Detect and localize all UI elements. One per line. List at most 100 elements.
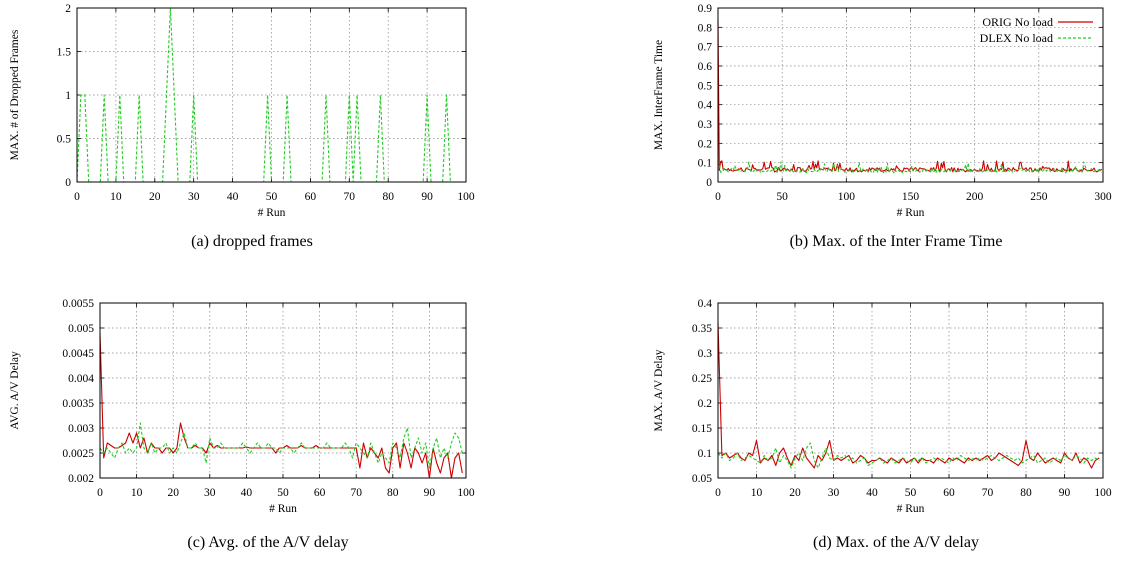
y-tick-label: 0.6 <box>698 61 713 73</box>
y-tick-label: 0.3 <box>698 119 713 131</box>
y-tick-label: 0.2 <box>698 398 713 410</box>
plot-frame <box>717 302 1104 479</box>
y-tick-label: 0.4 <box>698 298 713 310</box>
chart-panel-2: 0 10 20 30 40 50 60 70 80 90 100 0.002 0.0025 0.003 0.… <box>9 298 475 551</box>
series-line-1 <box>99 422 463 469</box>
x-tick-label: 80 <box>382 191 394 203</box>
y-tick-label: 0.3 <box>698 348 713 360</box>
x-tick-label: 100 <box>457 191 475 203</box>
y-tick-label: 0.05 <box>692 473 712 485</box>
x-tick-label: 90 <box>424 487 436 499</box>
x-axis-label: # Run <box>897 207 925 219</box>
plot-frame <box>717 7 1104 183</box>
y-tick-label: 0.5 <box>698 80 713 92</box>
x-tick-label: 20 <box>149 191 161 203</box>
y-tick-label: 0.002 <box>68 473 94 485</box>
x-tick-label: 100 <box>457 487 475 499</box>
x-tick-label: 0 <box>715 191 721 203</box>
x-tick-label: 50 <box>277 487 289 499</box>
y-tick-label: 0.4 <box>698 100 713 112</box>
chart-panel-0: 0 10 20 30 40 50 60 70 80 90 100 0 0.5 1 1.5 2 # Run MAX.… <box>9 3 475 250</box>
x-axis-label: # Run <box>258 207 286 219</box>
x-tick-label: 300 <box>1094 191 1112 203</box>
y-tick-label: 0.25 <box>692 373 712 385</box>
x-tick-label: 10 <box>110 191 122 203</box>
x-tick-label: 40 <box>227 191 239 203</box>
y-tick-label: 0.004 <box>68 373 94 385</box>
y-tick-label: 0.1 <box>698 448 713 460</box>
x-tick-label: 20 <box>789 487 801 499</box>
y-tick-label: 0.5 <box>57 134 72 146</box>
x-tick-label: 150 <box>902 191 920 203</box>
x-tick-label: 50 <box>776 191 788 203</box>
x-tick-label: 10 <box>751 487 763 499</box>
x-tick-label: 50 <box>905 487 917 499</box>
y-tick-label: 0.0045 <box>62 348 94 360</box>
y-tick-label: 0.1 <box>698 158 713 170</box>
x-tick-label: 80 <box>387 487 399 499</box>
y-tick-label: 0.8 <box>698 22 713 34</box>
y-tick-label: 1.5 <box>57 47 72 59</box>
x-tick-label: 60 <box>314 487 326 499</box>
x-tick-label: 30 <box>828 487 840 499</box>
x-tick-label: 30 <box>188 191 200 203</box>
chart-caption: (d) Max. of the A/V delay <box>813 534 979 551</box>
y-tick-label: 0.35 <box>692 323 712 335</box>
y-tick-label: 0.7 <box>698 42 713 54</box>
y-tick-label: 0.0055 <box>62 298 94 310</box>
y-axis-label: MAX. InterFrame Time <box>653 40 665 150</box>
x-tick-label: 0 <box>97 487 103 499</box>
y-tick-label: 0.005 <box>68 323 94 335</box>
legend-label-1: DLEX No load <box>980 31 1053 45</box>
plot-frame <box>99 302 467 479</box>
chart-caption: (b) Max. of the Inter Frame Time <box>790 233 1003 250</box>
x-tick-label: 20 <box>167 487 179 499</box>
y-tick-label: 0 <box>65 177 71 189</box>
series-line-0 <box>717 322 1100 469</box>
x-tick-label: 40 <box>866 487 878 499</box>
chart-caption: (a) dropped frames <box>191 233 313 250</box>
y-tick-label: 0.0035 <box>62 398 94 410</box>
chart-caption: (c) Avg. of the A/V delay <box>187 534 348 551</box>
y-axis-label: MAX. # of Dropped Frames <box>9 29 21 160</box>
series-line-1 <box>717 442 1100 469</box>
x-tick-label: 70 <box>982 487 994 499</box>
y-tick-label: 0 <box>706 177 712 189</box>
x-tick-label: 50 <box>266 191 278 203</box>
y-tick-label: 0.15 <box>692 423 712 435</box>
x-tick-label: 60 <box>943 487 955 499</box>
y-tick-label: 2 <box>65 3 71 15</box>
y-axis-label: AVG. A/V Delay <box>9 351 21 430</box>
y-tick-label: 0.9 <box>698 3 713 15</box>
x-tick-label: 250 <box>1030 191 1048 203</box>
series-line-1 <box>717 161 1103 174</box>
series-line-1 <box>76 7 466 183</box>
y-tick-label: 0.003 <box>68 423 94 435</box>
x-tick-label: 200 <box>966 191 984 203</box>
x-tick-label: 90 <box>421 191 433 203</box>
x-tick-label: 30 <box>204 487 216 499</box>
x-axis-label: # Run <box>897 503 925 515</box>
series-line-0 <box>99 332 463 479</box>
plot-frame <box>76 7 467 183</box>
chart-panel-3: 0 10 20 30 40 50 60 70 80 90 100 0.05 0.1 0.15 0.2 0.25… <box>653 298 1112 551</box>
chart-panel-1: 0 50 100 150 200 250 300 0 0.1 0.2 0.3 0.4 0.5 0.6 0.7… <box>653 3 1112 250</box>
y-axis-label: MAX. A/V Delay <box>653 349 665 431</box>
x-tick-label: 60 <box>305 191 317 203</box>
y-tick-label: 0.0025 <box>62 448 94 460</box>
x-tick-label: 40 <box>241 487 253 499</box>
x-tick-label: 70 <box>350 487 362 499</box>
x-tick-label: 100 <box>1094 487 1112 499</box>
x-tick-label: 0 <box>715 487 721 499</box>
x-tick-label: 0 <box>74 191 80 203</box>
legend-label-0: ORIG No load <box>982 15 1053 29</box>
x-tick-label: 80 <box>1020 487 1032 499</box>
x-tick-label: 90 <box>1059 487 1071 499</box>
x-tick-label: 70 <box>344 191 356 203</box>
y-tick-label: 1 <box>65 90 71 102</box>
x-tick-label: 10 <box>131 487 143 499</box>
y-tick-label: 0.2 <box>698 138 713 150</box>
x-axis-label: # Run <box>269 503 297 515</box>
x-tick-label: 100 <box>838 191 856 203</box>
